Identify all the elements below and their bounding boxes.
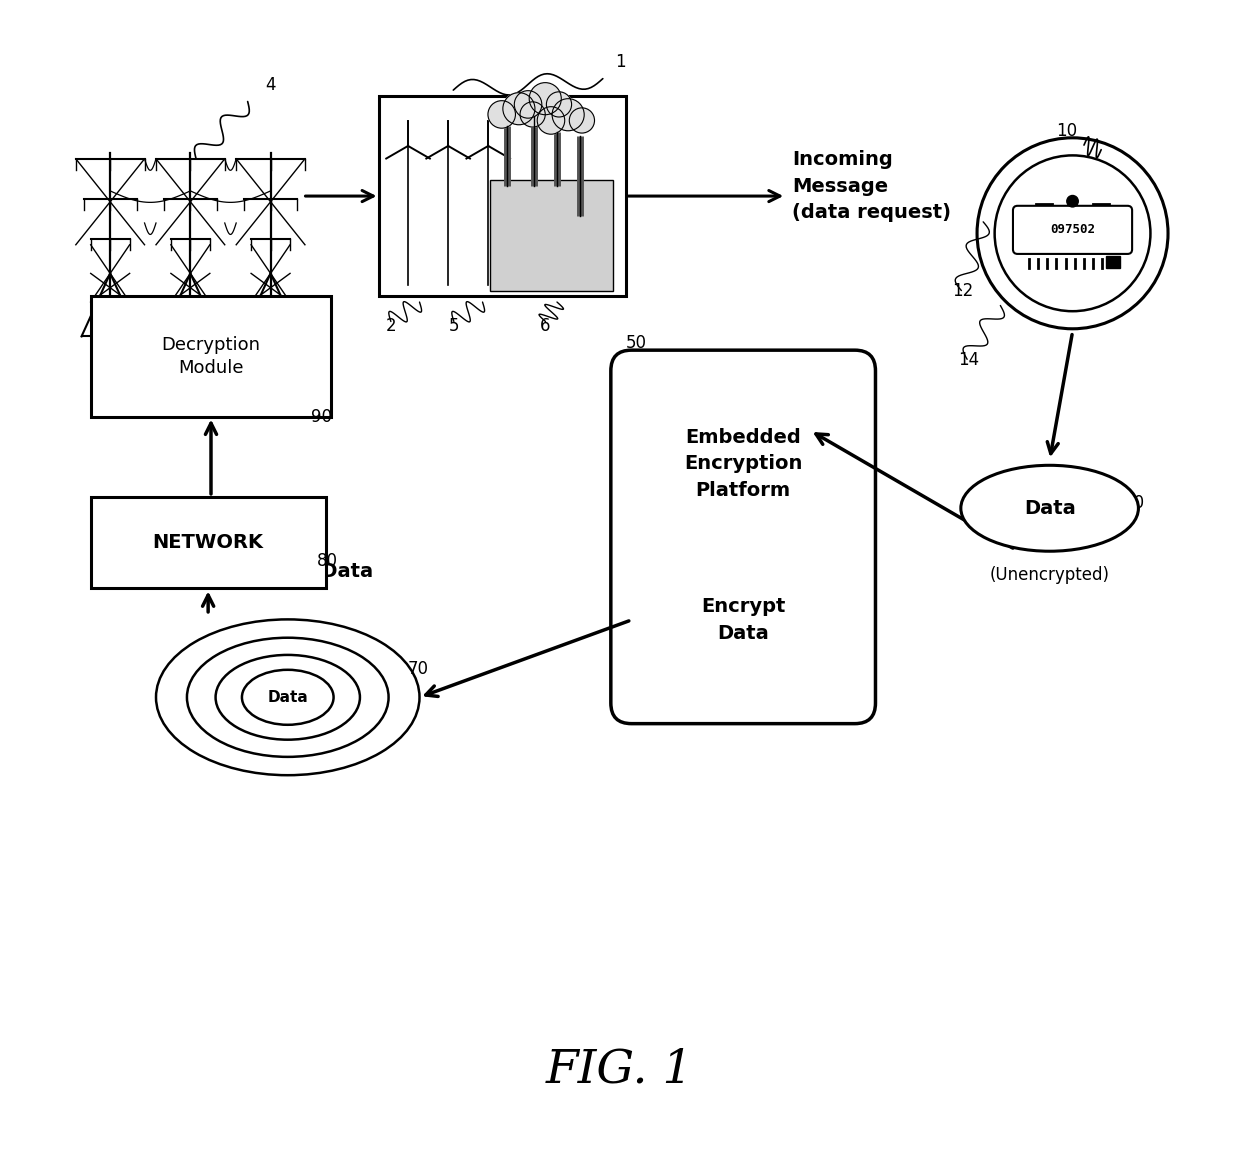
Text: 2: 2 bbox=[386, 316, 396, 335]
Circle shape bbox=[978, 140, 1167, 328]
Bar bbox=[379, 96, 626, 297]
Ellipse shape bbox=[156, 620, 419, 775]
Text: Decryption
Module: Decryption Module bbox=[161, 336, 260, 377]
Text: 10: 10 bbox=[1056, 122, 1078, 140]
Circle shape bbox=[1066, 195, 1079, 207]
Text: 097502: 097502 bbox=[1050, 224, 1095, 237]
Circle shape bbox=[529, 83, 562, 114]
Text: FIG. 1: FIG. 1 bbox=[546, 1047, 694, 1093]
Bar bbox=[91, 497, 326, 589]
Bar bbox=[490, 180, 614, 291]
Text: Data: Data bbox=[1024, 499, 1075, 518]
Circle shape bbox=[537, 106, 564, 134]
Text: Incoming
Message
(data request): Incoming Message (data request) bbox=[792, 150, 951, 222]
Circle shape bbox=[489, 100, 516, 128]
Text: 20: 20 bbox=[1125, 494, 1146, 512]
Text: Encrypted Data: Encrypted Data bbox=[202, 562, 373, 580]
Circle shape bbox=[552, 99, 584, 130]
Text: Embedded
Encryption
Platform: Embedded Encryption Platform bbox=[684, 428, 802, 500]
Text: 1: 1 bbox=[615, 53, 625, 72]
Text: 50: 50 bbox=[626, 334, 647, 352]
Ellipse shape bbox=[216, 655, 360, 740]
Text: 4: 4 bbox=[265, 76, 275, 95]
Circle shape bbox=[520, 102, 546, 127]
Text: NETWORK: NETWORK bbox=[153, 533, 264, 552]
Ellipse shape bbox=[187, 638, 388, 757]
Text: Encrypt
Data: Encrypt Data bbox=[701, 598, 785, 643]
Text: 14: 14 bbox=[959, 351, 980, 369]
Text: 80: 80 bbox=[316, 552, 337, 570]
FancyBboxPatch shape bbox=[1013, 205, 1132, 254]
Bar bbox=[1106, 256, 1120, 268]
Text: 12: 12 bbox=[952, 283, 973, 300]
Ellipse shape bbox=[242, 669, 334, 725]
Text: Data: Data bbox=[268, 690, 308, 705]
Text: 5: 5 bbox=[449, 316, 459, 335]
Ellipse shape bbox=[961, 465, 1138, 552]
FancyBboxPatch shape bbox=[611, 350, 875, 724]
Circle shape bbox=[503, 92, 534, 125]
Text: 90: 90 bbox=[311, 409, 331, 426]
Text: (Unencrypted): (Unencrypted) bbox=[990, 565, 1110, 584]
Text: 70: 70 bbox=[408, 660, 429, 679]
Circle shape bbox=[515, 91, 542, 118]
Circle shape bbox=[569, 107, 594, 133]
Bar bbox=[91, 297, 331, 417]
Text: 6: 6 bbox=[541, 316, 551, 335]
Circle shape bbox=[547, 92, 572, 117]
